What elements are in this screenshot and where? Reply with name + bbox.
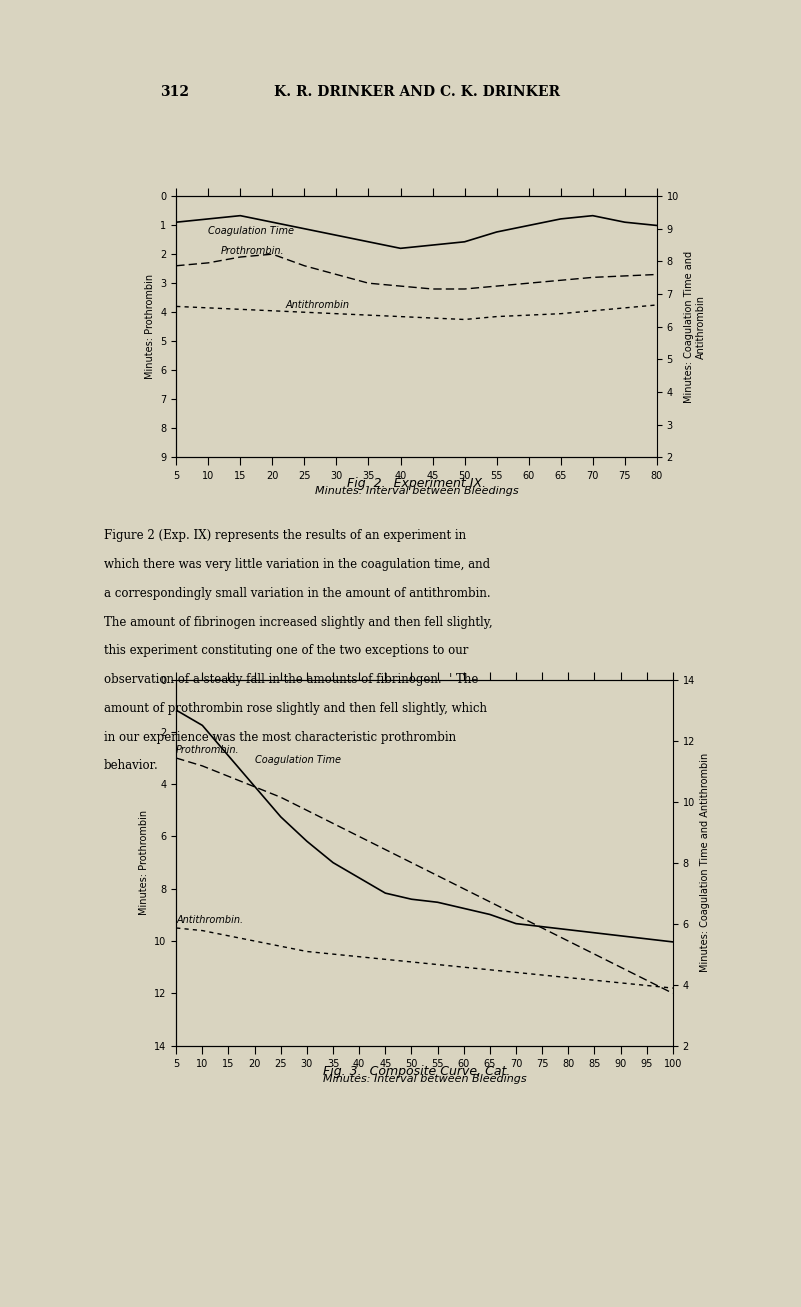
Text: Fig. 3.  Composite Curve, Cat.: Fig. 3. Composite Curve, Cat.	[323, 1065, 510, 1078]
Text: Prothrombin.: Prothrombin.	[221, 246, 284, 256]
Text: The amount of fibrinogen increased slightly and then fell slightly,: The amount of fibrinogen increased sligh…	[104, 616, 493, 629]
Text: Coagulation Time: Coagulation Time	[255, 755, 340, 766]
Text: 312: 312	[160, 85, 189, 99]
Y-axis label: Minutes: Coagulation Time and Antithrombin: Minutes: Coagulation Time and Antithromb…	[701, 753, 710, 972]
Text: amount of prothrombin rose slightly and then fell slightly, which: amount of prothrombin rose slightly and …	[104, 702, 487, 715]
Text: K. R. DRINKER AND C. K. DRINKER: K. R. DRINKER AND C. K. DRINKER	[273, 85, 560, 99]
Text: which there was very little variation in the coagulation time, and: which there was very little variation in…	[104, 558, 490, 571]
Y-axis label: Minutes: Coagulation Time and
Antithrombin: Minutes: Coagulation Time and Antithromb…	[684, 251, 706, 403]
X-axis label: Minutes: Interval between Bleedings: Minutes: Interval between Bleedings	[315, 486, 518, 497]
Y-axis label: Minutes: Prothrombin: Minutes: Prothrombin	[139, 810, 148, 915]
Text: Antithrombin.: Antithrombin.	[176, 915, 244, 925]
Y-axis label: Minutes: Prothrombin: Minutes: Prothrombin	[145, 274, 155, 379]
Text: Coagulation Time: Coagulation Time	[208, 226, 294, 235]
Text: behavior.: behavior.	[104, 759, 159, 772]
Text: Figure 2 (Exp. IX) represents the results of an experiment in: Figure 2 (Exp. IX) represents the result…	[104, 529, 466, 542]
Text: observation of a steady fall in the amounts of fibrinogen.  ' The: observation of a steady fall in the amou…	[104, 673, 478, 686]
Text: in our experience was the most characteristic prothrombin: in our experience was the most character…	[104, 731, 457, 744]
Text: Fig. 2.  Experiment IX.: Fig. 2. Experiment IX.	[347, 477, 486, 490]
Text: this experiment constituting one of the two exceptions to our: this experiment constituting one of the …	[104, 644, 469, 657]
Text: Prothrombin.: Prothrombin.	[176, 745, 239, 755]
Text: Antithrombin: Antithrombin	[285, 299, 349, 310]
X-axis label: Minutes: Interval between Bleedings: Minutes: Interval between Bleedings	[323, 1074, 526, 1085]
Text: a correspondingly small variation in the amount of antithrombin.: a correspondingly small variation in the…	[104, 587, 491, 600]
